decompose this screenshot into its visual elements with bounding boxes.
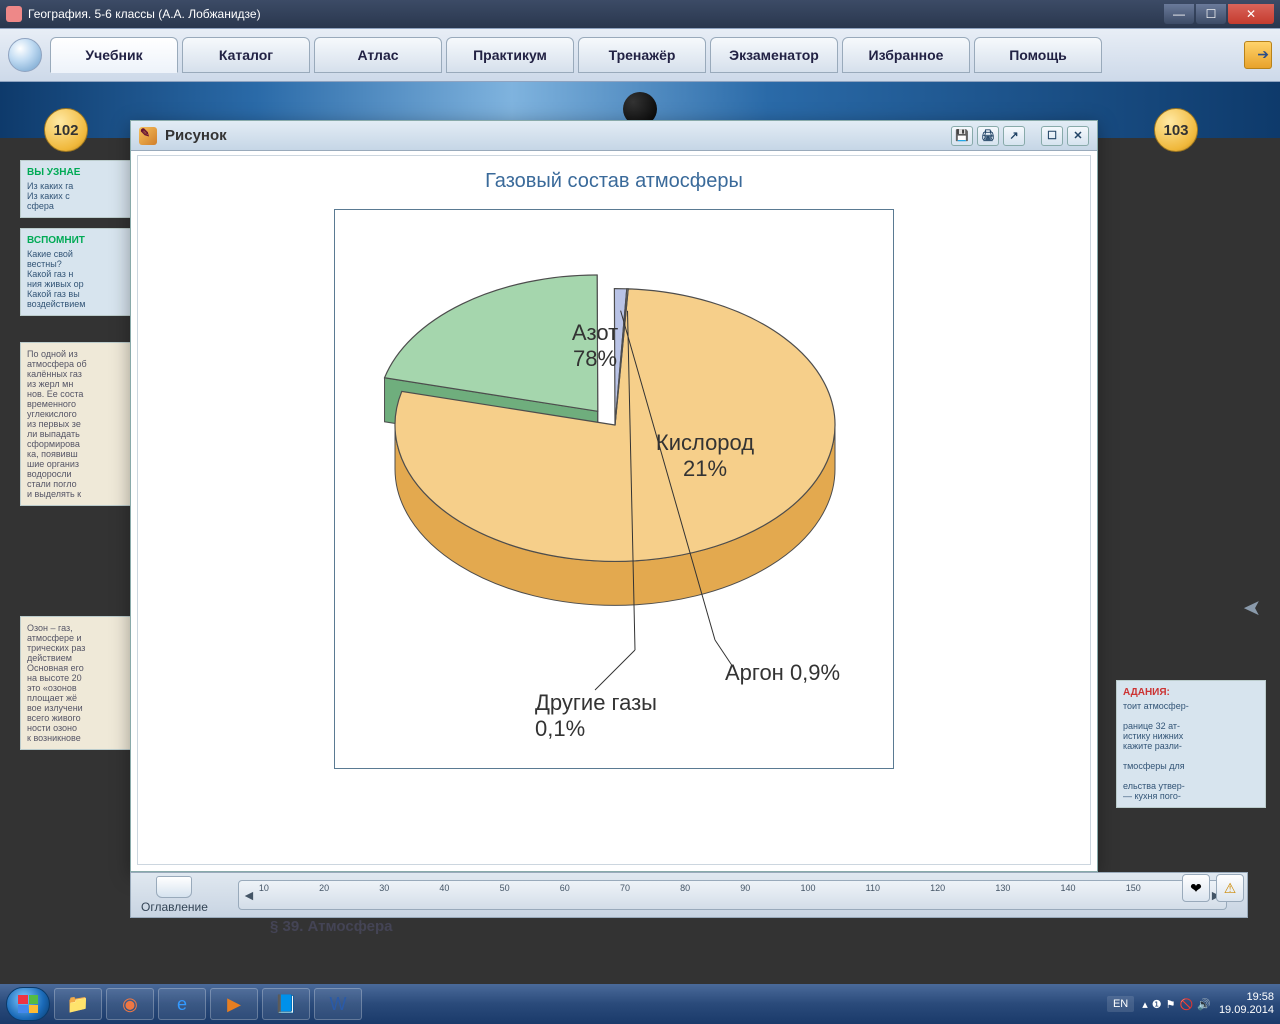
- app-icon[interactable]: 📘: [262, 988, 310, 1020]
- os-window-titlebar: География. 5-6 классы (А.А. Лобжанидзе) …: [0, 0, 1280, 28]
- os-taskbar: 📁◉e▶📘W EN ▴ ❶ ⚑ 🚫🔊 19:5819.09.2014: [0, 984, 1280, 1024]
- chart-frame: Азот78%Кислород21%Аргон 0,9%Другие газы0…: [334, 209, 894, 769]
- background-right-column: АДАНИЯ:тоит атмосфер- ранице 32 ат- исти…: [1116, 680, 1266, 818]
- page-navigator-bar: Оглавление ◄ 102030405060708090100110120…: [130, 872, 1248, 918]
- exit-icon[interactable]: [1244, 41, 1272, 69]
- section-title: § 39. Атмосфера: [270, 918, 1248, 935]
- print-icon[interactable]: 🖨: [977, 126, 999, 146]
- tray-clock[interactable]: 19:5819.09.2014: [1219, 991, 1274, 1017]
- toc-button[interactable]: Оглавление: [141, 876, 208, 914]
- page-number-left[interactable]: 102: [44, 108, 88, 152]
- explorer-icon[interactable]: 📁: [54, 988, 102, 1020]
- ruler-prev-icon[interactable]: ◄: [241, 887, 257, 903]
- nav-tab-6[interactable]: Избранное: [842, 37, 970, 73]
- save-icon[interactable]: 💾: [951, 126, 973, 146]
- callout-label: Другие газы0,1%: [535, 690, 657, 741]
- start-button[interactable]: [6, 987, 50, 1021]
- page-pointer-icon: ➤: [1238, 596, 1266, 620]
- dialog-body: Газовый состав атмосферы Азот78%Кислород…: [137, 155, 1091, 865]
- nav-tab-7[interactable]: Помощь: [974, 37, 1102, 73]
- tray-icon-2[interactable]: ⚑: [1166, 998, 1176, 1011]
- nav-tab-0[interactable]: Учебник: [50, 37, 178, 73]
- chrome-icon[interactable]: ◉: [106, 988, 154, 1020]
- chart-title: Газовый состав атмосферы: [148, 170, 1080, 193]
- export-icon[interactable]: ↗: [1003, 126, 1025, 146]
- tray-icon-4[interactable]: 🔊: [1197, 998, 1211, 1011]
- page-ruler[interactable]: ◄ 10203040506070809010011012013014015015…: [238, 880, 1227, 910]
- app-globe-icon[interactable]: [8, 38, 42, 72]
- app-icon: [6, 6, 22, 22]
- nav-tab-2[interactable]: Атлас: [314, 37, 442, 73]
- toc-icon: [156, 876, 192, 898]
- page-number-right[interactable]: 103: [1154, 108, 1198, 152]
- toc-label: Оглавление: [141, 900, 208, 914]
- nav-tab-1[interactable]: Каталог: [182, 37, 310, 73]
- main-nav: УчебникКаталогАтласПрактикумТренажёрЭкза…: [0, 28, 1280, 82]
- window-icon[interactable]: ☐: [1041, 126, 1063, 146]
- window-title: География. 5-6 классы (А.А. Лобжанидзе): [28, 7, 261, 21]
- warning-button[interactable]: ⚠: [1216, 874, 1244, 902]
- figure-dialog: Рисунок 💾🖨↗ ☐✕ Газовый состав атмосферы А…: [130, 120, 1098, 872]
- os-minimize-button[interactable]: —: [1164, 4, 1194, 24]
- nav-tab-3[interactable]: Практикум: [446, 37, 574, 73]
- os-maximize-button[interactable]: ☐: [1196, 4, 1226, 24]
- os-close-button[interactable]: ✕: [1228, 4, 1274, 24]
- slice-label: Азот78%: [572, 320, 618, 371]
- ie-icon[interactable]: e: [158, 988, 206, 1020]
- pie-chart: Азот78%Кислород21%Аргон 0,9%Другие газы0…: [335, 210, 895, 770]
- system-tray[interactable]: EN ▴ ❶ ⚑ 🚫🔊 19:5819.09.2014: [1107, 991, 1274, 1017]
- tray-icon-3[interactable]: 🚫: [1180, 998, 1194, 1011]
- dialog-title: Рисунок: [165, 127, 227, 144]
- close-icon[interactable]: ✕: [1067, 126, 1089, 146]
- tray-icon-1[interactable]: ❶: [1152, 998, 1162, 1011]
- callout-line: [595, 650, 635, 690]
- powerpoint-icon[interactable]: ▶: [210, 988, 258, 1020]
- nav-tab-4[interactable]: Тренажёр: [578, 37, 706, 73]
- nav-tab-5[interactable]: Экзаменатор: [710, 37, 838, 73]
- bookmark-add-button[interactable]: ❤: [1182, 874, 1210, 902]
- dialog-titlebar[interactable]: Рисунок 💾🖨↗ ☐✕: [131, 121, 1097, 151]
- tray-icon-0[interactable]: ▴: [1142, 998, 1148, 1011]
- input-language[interactable]: EN: [1107, 996, 1134, 1012]
- callout-label: Аргон 0,9%: [725, 660, 840, 685]
- figure-icon: [139, 127, 157, 145]
- word-icon[interactable]: W: [314, 988, 362, 1020]
